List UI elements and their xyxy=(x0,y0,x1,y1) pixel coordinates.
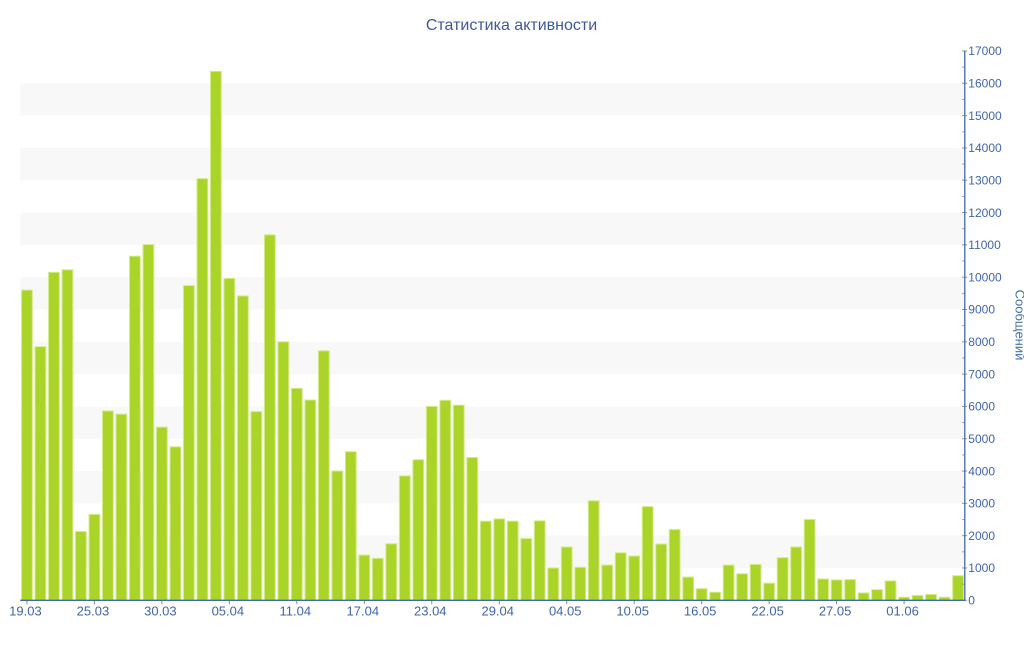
svg-text:Сообщений: Сообщений xyxy=(1013,290,1024,361)
svg-text:16.05: 16.05 xyxy=(684,603,717,618)
svg-text:23.04: 23.04 xyxy=(414,603,447,618)
svg-text:0: 0 xyxy=(968,594,975,608)
svg-text:13000: 13000 xyxy=(968,173,1002,187)
svg-text:9000: 9000 xyxy=(968,303,995,317)
svg-text:3000: 3000 xyxy=(968,497,995,511)
svg-text:10000: 10000 xyxy=(968,270,1002,284)
svg-text:16000: 16000 xyxy=(968,77,1002,91)
svg-text:01.06: 01.06 xyxy=(886,603,919,618)
svg-text:8000: 8000 xyxy=(968,335,995,349)
svg-text:19.03: 19.03 xyxy=(9,603,42,618)
svg-text:4000: 4000 xyxy=(968,464,995,478)
svg-text:15000: 15000 xyxy=(968,109,1002,123)
svg-text:30.03: 30.03 xyxy=(144,603,177,618)
svg-text:04.05: 04.05 xyxy=(549,603,582,618)
svg-text:1000: 1000 xyxy=(968,561,995,575)
svg-text:Статистика активности: Статистика активности xyxy=(426,17,597,34)
svg-text:27.05: 27.05 xyxy=(819,603,852,618)
svg-text:14000: 14000 xyxy=(968,141,1002,155)
svg-text:11.04: 11.04 xyxy=(280,603,312,618)
svg-text:22.05: 22.05 xyxy=(751,603,784,618)
svg-text:11000: 11000 xyxy=(968,238,1001,252)
svg-text:12000: 12000 xyxy=(968,206,1002,220)
svg-text:05.04: 05.04 xyxy=(212,603,245,618)
svg-text:10.05: 10.05 xyxy=(616,603,649,618)
svg-text:17.04: 17.04 xyxy=(347,603,380,618)
svg-text:5000: 5000 xyxy=(968,432,995,446)
svg-text:25.03: 25.03 xyxy=(77,603,110,618)
svg-text:2000: 2000 xyxy=(968,529,995,543)
svg-text:6000: 6000 xyxy=(968,400,995,414)
svg-text:29.04: 29.04 xyxy=(481,603,514,618)
svg-text:7000: 7000 xyxy=(968,367,995,381)
svg-text:17000: 17000 xyxy=(968,44,1002,58)
